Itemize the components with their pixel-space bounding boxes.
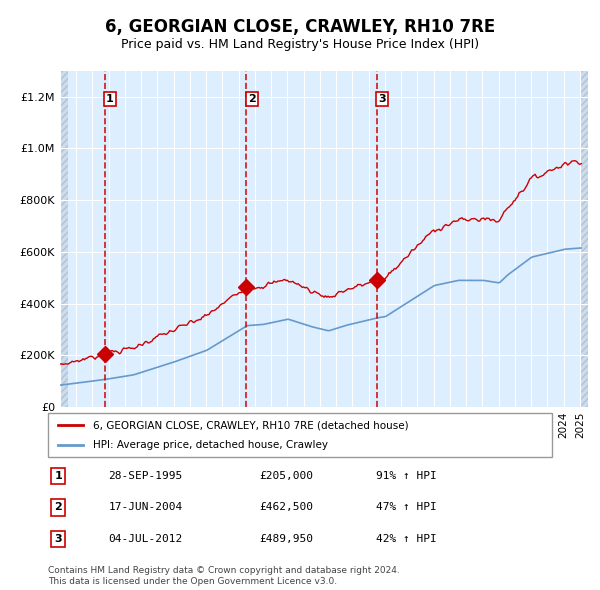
Bar: [580, 71, 588, 407]
Text: 6, GEORGIAN CLOSE, CRAWLEY, RH10 7RE: 6, GEORGIAN CLOSE, CRAWLEY, RH10 7RE: [105, 18, 495, 36]
Text: 1: 1: [54, 471, 62, 481]
Text: 2: 2: [54, 503, 62, 512]
Text: Contains HM Land Registry data © Crown copyright and database right 2024.
This d: Contains HM Land Registry data © Crown c…: [48, 566, 400, 586]
Text: Price paid vs. HM Land Registry's House Price Index (HPI): Price paid vs. HM Land Registry's House …: [121, 38, 479, 51]
Text: 28-SEP-1995: 28-SEP-1995: [109, 471, 183, 481]
Text: 1: 1: [106, 94, 114, 104]
Text: £462,500: £462,500: [260, 503, 314, 512]
Text: 3: 3: [54, 534, 62, 544]
FancyBboxPatch shape: [48, 413, 552, 457]
Text: £489,950: £489,950: [260, 534, 314, 544]
Text: 17-JUN-2004: 17-JUN-2004: [109, 503, 183, 512]
Bar: [60, 71, 68, 407]
Text: 04-JUL-2012: 04-JUL-2012: [109, 534, 183, 544]
Text: 42% ↑ HPI: 42% ↑ HPI: [376, 534, 436, 544]
Text: 6, GEORGIAN CLOSE, CRAWLEY, RH10 7RE (detached house): 6, GEORGIAN CLOSE, CRAWLEY, RH10 7RE (de…: [94, 421, 409, 430]
Text: 91% ↑ HPI: 91% ↑ HPI: [376, 471, 436, 481]
Text: HPI: Average price, detached house, Crawley: HPI: Average price, detached house, Craw…: [94, 440, 328, 450]
Text: 47% ↑ HPI: 47% ↑ HPI: [376, 503, 436, 512]
Text: £205,000: £205,000: [260, 471, 314, 481]
Text: 2: 2: [248, 94, 256, 104]
Text: 3: 3: [379, 94, 386, 104]
